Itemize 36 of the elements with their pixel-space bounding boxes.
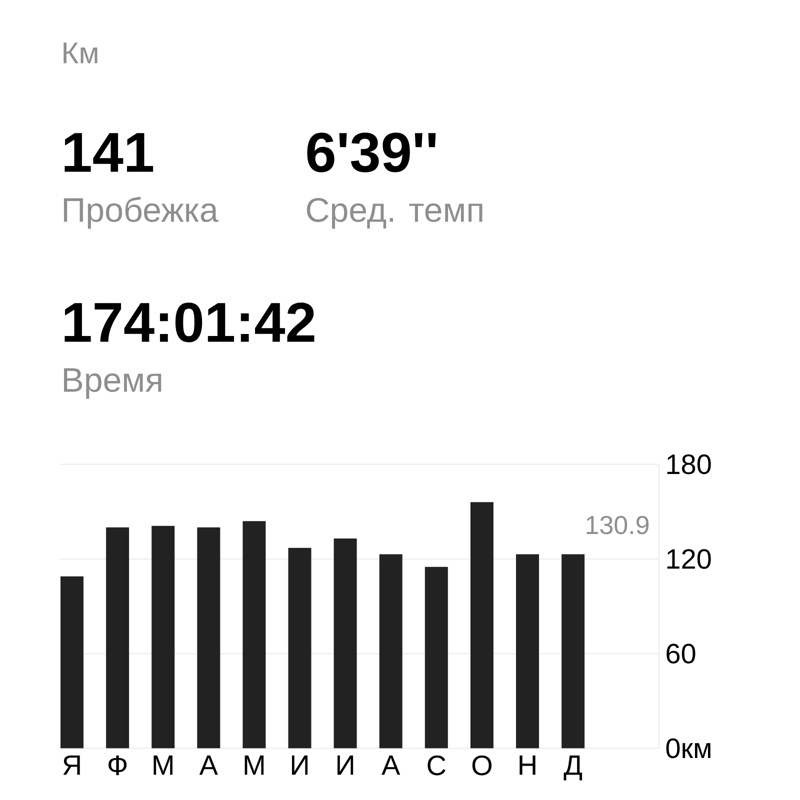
x-tick-label: С (428, 756, 446, 776)
x-tick-label: И (338, 756, 354, 775)
chart-title: Км (64, 42, 98, 64)
text: 174:01:42 (64, 302, 314, 342)
bar (379, 554, 402, 748)
bar (106, 527, 130, 748)
x-tick-label: М (154, 756, 172, 775)
text: Время (64, 368, 162, 399)
y-tick-label: 120 (667, 549, 711, 569)
x-tick-label: О (472, 756, 492, 776)
bar (288, 548, 312, 748)
bar (242, 521, 266, 748)
y-tick-label: 60 (666, 644, 696, 664)
y-tick-label: 0км (666, 738, 710, 758)
y-tick-label: 180 (667, 454, 711, 474)
bar (334, 538, 357, 748)
text: Пробежка (64, 196, 218, 229)
bar (470, 502, 494, 748)
text: 6'39'' (307, 132, 436, 172)
bar (562, 554, 585, 748)
x-tick-label: Ф (108, 756, 127, 776)
x-tick-label: А (199, 756, 218, 775)
x-tick-label: Д (564, 756, 582, 780)
text: 141 (64, 133, 154, 172)
bar (424, 566, 448, 748)
x-tick-label: И (292, 756, 308, 775)
x-tick-label: Н (520, 756, 536, 775)
x-tick-label: А (382, 756, 400, 775)
bar (516, 554, 540, 748)
bar (197, 527, 220, 748)
bar (60, 576, 84, 748)
bar (152, 526, 175, 748)
text: Сред. темп (306, 198, 482, 229)
x-tick-label: Я (63, 756, 80, 775)
annotation: 130.9 (586, 516, 649, 534)
x-tick-label: М (244, 756, 264, 775)
